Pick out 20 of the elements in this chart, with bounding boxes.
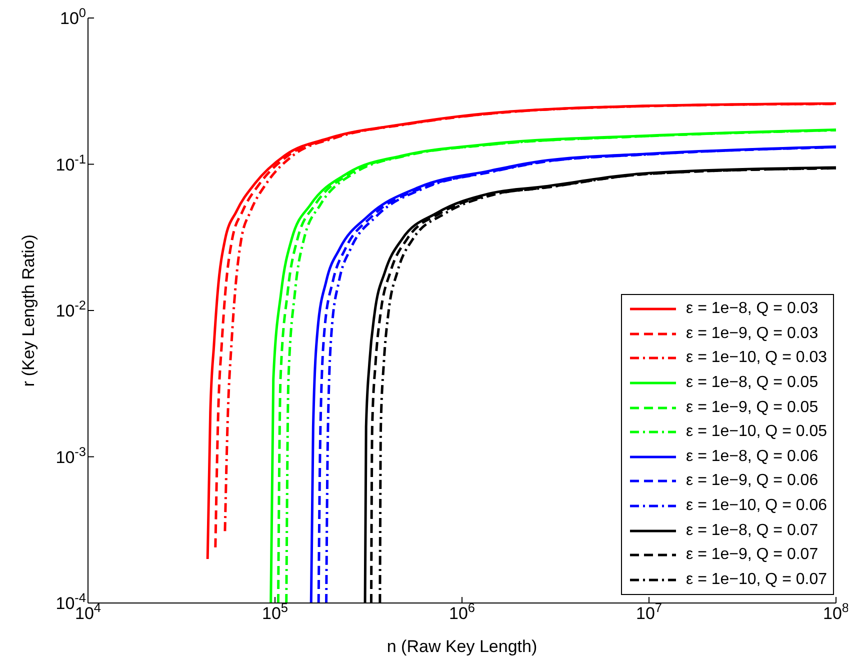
legend-label: ε = 1e−9, Q = 0.03 — [686, 324, 818, 343]
y-tick-label: 10$^{-2}$ — [56, 297, 86, 320]
legend-label: ε = 1e−8, Q = 0.07 — [686, 522, 818, 540]
legend-label: ε = 1e−8, Q = 0.03 — [686, 300, 818, 318]
legend-label: ε = 1e−8, Q = 0.06 — [686, 448, 818, 466]
x-tick-label: 10$^{7}$ — [636, 600, 662, 623]
x-tick-label: 10$^{6}$ — [448, 600, 476, 623]
legend-label: ε = 1e−9, Q = 0.06 — [686, 472, 818, 490]
legend-label: ε = 1e−10, Q = 0.03 — [686, 349, 827, 368]
legend-label: ε = 1e−10, Q = 0.07 — [686, 570, 827, 589]
y-tick-label: 10$^{-3}$ — [56, 443, 86, 467]
legend-label: ε = 1e−10, Q = 0.06 — [686, 496, 827, 515]
x-axis-title: n (Raw Key Length) — [386, 637, 538, 656]
x-tick-label: 10$^{5}$ — [262, 600, 288, 623]
legend-label: ε = 1e−9, Q = 0.07 — [686, 546, 818, 564]
y-tick-label: 10$^{-1}$ — [56, 150, 86, 174]
y-axis-title: r (Key Length Ratio) — [19, 234, 38, 387]
legend-label: ε = 1e−9, Q = 0.05 — [686, 398, 818, 417]
legend-label: ε = 1e−10, Q = 0.05 — [686, 423, 827, 442]
legend-label: ε = 1e−8, Q = 0.05 — [686, 374, 818, 392]
